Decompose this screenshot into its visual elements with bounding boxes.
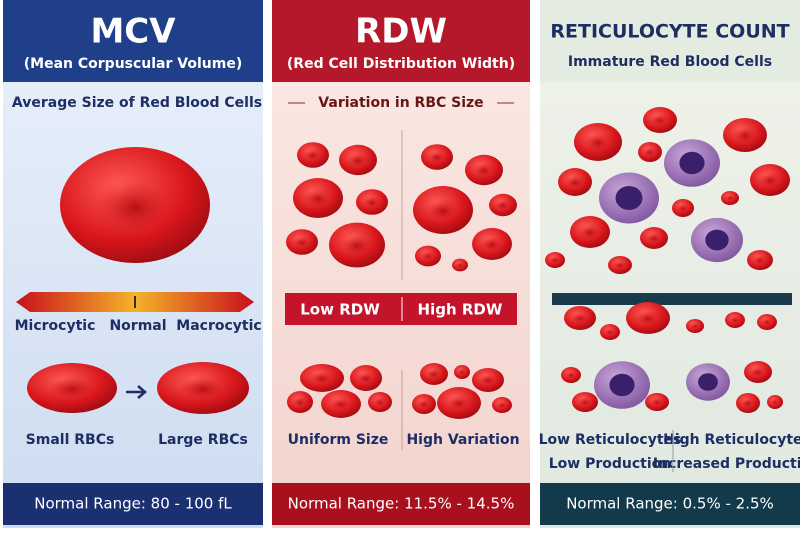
- caption: High Reticulocytes: [663, 432, 800, 448]
- nucleus: [679, 151, 705, 175]
- red-cell-center: [549, 256, 561, 265]
- panel-bg: [272, 0, 530, 528]
- red-cell-center: [428, 151, 446, 165]
- footer-text: Normal Range: 0.5% - 2.5%: [566, 495, 774, 513]
- red-cell-center: [650, 397, 664, 407]
- red-cell-center: [373, 397, 387, 408]
- arrow: [126, 385, 147, 399]
- footer-text: Normal Range: 11.5% - 14.5%: [288, 495, 515, 513]
- red-cell-center: [304, 189, 332, 209]
- red-cell-center: [752, 255, 768, 266]
- scale-label: Macrocytic: [176, 318, 261, 334]
- red-cell-center: [363, 196, 381, 210]
- caption: Low Reticulocytes: [539, 432, 682, 448]
- red-cell-center: [304, 149, 322, 163]
- title: RETICULOCYTE COUNT: [550, 21, 789, 43]
- red-cell-center: [577, 397, 593, 408]
- divider-bar: [552, 293, 792, 305]
- title: MCV: [90, 12, 176, 52]
- caption: Large RBCs: [158, 432, 248, 448]
- footer: [540, 483, 800, 525]
- nucleus: [609, 373, 635, 397]
- cells: [27, 107, 790, 419]
- caption: Small RBCs: [26, 432, 115, 448]
- red-cell-center: [759, 172, 781, 189]
- red-cell-center: [347, 153, 369, 169]
- red-cell-center: [496, 401, 508, 410]
- red-cell-center: [426, 199, 460, 224]
- band-label: High RDW: [418, 301, 503, 319]
- subtitle: (Red Cell Distribution Width): [287, 56, 515, 72]
- red-cell-center: [330, 397, 352, 412]
- red-cell-center: [495, 199, 511, 212]
- red-cell-center: [635, 310, 661, 327]
- red-cell-center: [47, 376, 97, 402]
- red-cell-center: [473, 163, 495, 179]
- header: [540, 0, 800, 82]
- red-cell-center: [292, 397, 308, 409]
- red-cell-center: [643, 147, 657, 158]
- nucleus: [705, 229, 729, 251]
- scale-label: Microcytic: [15, 318, 96, 334]
- heading: Average Size of Red Blood Cells: [12, 95, 262, 111]
- red-cell-center: [446, 395, 472, 412]
- red-cell-center: [455, 262, 465, 269]
- band-label: Low RDW: [300, 301, 380, 319]
- rdw-panel: RDW (Red Cell Distribution Width) Variat…: [272, 0, 530, 528]
- heading: Variation in RBC Size: [318, 95, 483, 111]
- footer-text: Normal Range: 80 - 100 fL: [34, 495, 232, 513]
- band: [285, 293, 517, 325]
- nucleus: [698, 373, 718, 391]
- red-cell-center: [341, 234, 373, 258]
- nucleus: [615, 186, 643, 210]
- subtitle: (Mean Corpuscular Volume): [24, 56, 242, 72]
- red-cell-center: [725, 194, 735, 202]
- title: RDW: [355, 12, 447, 52]
- mcv-panel: MCV (Mean Corpuscular Volume) Average Si…: [3, 0, 263, 528]
- red-cell-center: [750, 367, 766, 379]
- header: [272, 0, 530, 82]
- red-cell-center: [457, 368, 467, 376]
- red-cell-center: [732, 127, 758, 145]
- red-cell-center: [565, 175, 585, 190]
- red-cell-center: [420, 251, 436, 262]
- red-cell-center: [426, 369, 442, 381]
- red-cell-center: [565, 371, 577, 380]
- caption: Uniform Size: [288, 432, 389, 448]
- red-cell-center: [357, 372, 375, 386]
- red-cell-center: [676, 203, 690, 213]
- red-cell-center: [571, 312, 589, 325]
- red-cell-center: [293, 236, 311, 250]
- panel-bg: [3, 0, 263, 528]
- red-cell-center: [646, 233, 662, 245]
- subtitle: Immature Red Blood Cells: [568, 54, 772, 70]
- caption: High Variation: [406, 432, 519, 448]
- red-cell-center: [761, 318, 773, 327]
- note: Increased Production: [653, 456, 800, 472]
- red-cell-center: [417, 399, 431, 410]
- red-cell-center: [481, 236, 503, 253]
- footer: [3, 483, 263, 525]
- note: Low Production: [549, 456, 672, 472]
- red-cell-center: [613, 260, 627, 270]
- footer: [272, 483, 530, 525]
- red-cell-center: [479, 374, 497, 387]
- red-cell-center: [93, 178, 177, 237]
- red-cell-center: [741, 398, 755, 409]
- red-cell-center: [584, 133, 612, 153]
- red-cell-center: [650, 114, 670, 128]
- red-cell-center: [770, 398, 780, 406]
- red-cell-center: [604, 328, 616, 337]
- red-cell-center: [177, 376, 229, 403]
- red-cell-center: [579, 224, 601, 241]
- scale-label: Normal: [109, 318, 166, 334]
- red-cell-center: [729, 316, 741, 325]
- red-cell-center: [309, 371, 335, 386]
- header: [3, 0, 263, 82]
- red-cell-center: [690, 322, 700, 330]
